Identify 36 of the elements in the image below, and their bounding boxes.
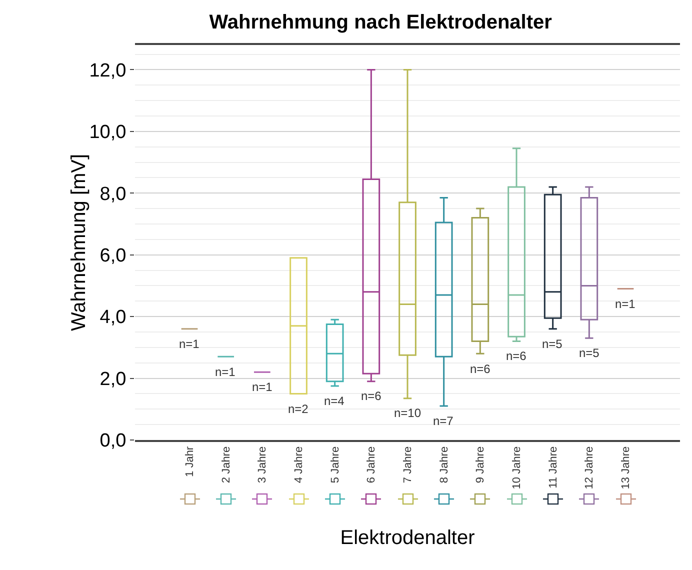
x-tick-label: 1 Jahr bbox=[184, 446, 196, 477]
x-tick-label: 2 Jahre bbox=[220, 446, 232, 484]
annotation: n=7 bbox=[433, 414, 454, 428]
y-tick-label: 6,0 bbox=[100, 245, 126, 266]
annotation: n=5 bbox=[579, 346, 600, 360]
x-tick-label: 7 Jahre bbox=[402, 446, 414, 484]
annotation: n=1 bbox=[252, 380, 273, 394]
x-tick-label: 8 Jahre bbox=[438, 446, 450, 484]
y-tick-label: 12,0 bbox=[89, 60, 126, 82]
y-tick-label: 8,0 bbox=[100, 184, 126, 205]
x-tick-label: 4 Jahre bbox=[293, 446, 306, 484]
annotation: n=4 bbox=[324, 394, 345, 408]
annotation: n=5 bbox=[542, 337, 563, 351]
annotation: n=10 bbox=[394, 406, 422, 420]
x-tick-label: 12 Jahre bbox=[584, 446, 596, 490]
x-tick-label: 3 Jahre bbox=[256, 446, 269, 484]
y-tick-label: 0,0 bbox=[100, 430, 126, 452]
annotation: n=6 bbox=[470, 362, 491, 376]
chart-title: Wahrnehmung nach Elektrodenalter bbox=[209, 11, 552, 34]
annotation: n=6 bbox=[361, 389, 382, 403]
annotation: n=1 bbox=[215, 365, 236, 379]
x-tick-label: 9 Jahre bbox=[474, 446, 487, 484]
x-axis-title: Elektrodenalter bbox=[340, 527, 476, 550]
x-tick-label: 13 Jahre bbox=[620, 446, 632, 490]
y-tick-label: 4,0 bbox=[100, 307, 126, 328]
x-tick-label: 6 Jahre bbox=[366, 446, 378, 484]
y-axis-title: Wahrnehmung [mV] bbox=[68, 154, 90, 332]
annotation: n=6 bbox=[506, 349, 527, 363]
y-tick-label: 10,0 bbox=[89, 122, 126, 144]
x-tick-label: 10 Jahre bbox=[511, 446, 524, 490]
annotation: n=1 bbox=[615, 297, 636, 311]
x-tick-label: 5 Jahre bbox=[329, 446, 342, 484]
y-tick-label: 2,0 bbox=[100, 368, 126, 390]
annotation: n=1 bbox=[179, 337, 200, 351]
annotation: n=2 bbox=[288, 402, 309, 416]
x-tick-label: 11 Jahre bbox=[547, 446, 560, 488]
